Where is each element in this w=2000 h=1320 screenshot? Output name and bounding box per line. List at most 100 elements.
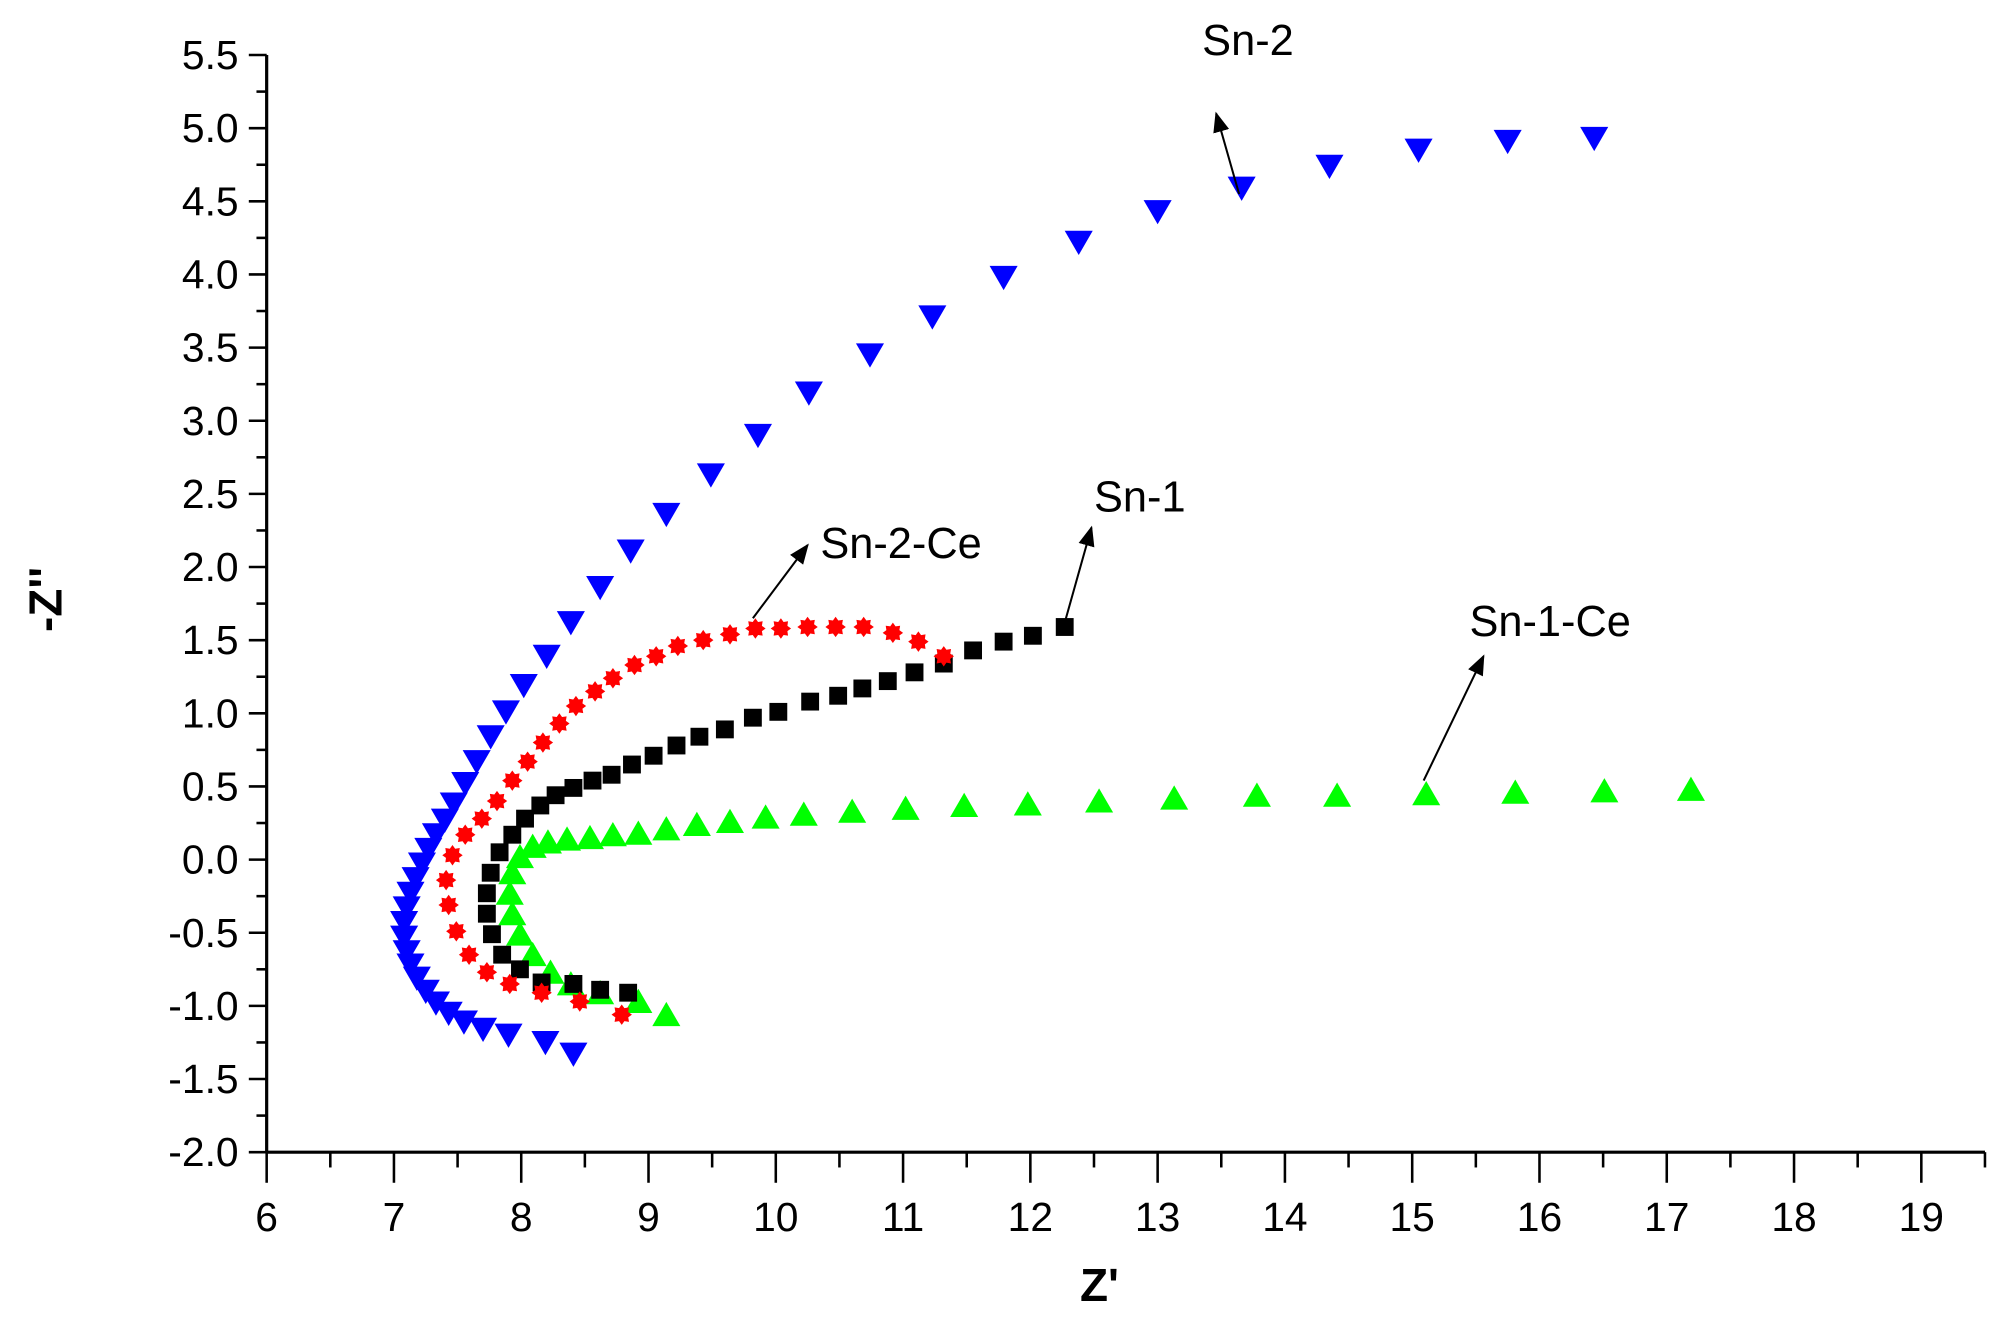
point-sn-2 (1493, 129, 1522, 155)
point-sn-2 (430, 808, 459, 833)
point-sn-2 (616, 539, 645, 564)
x-tick-label: 6 (255, 1194, 278, 1240)
point-sn-1 (964, 641, 983, 660)
point-sn-1 (591, 980, 610, 999)
point-sn-2 (989, 265, 1018, 291)
point-sn-1-ce (950, 792, 979, 817)
point-sn-1-ce (838, 798, 867, 823)
point-sn-2-ce (770, 618, 792, 639)
annotation-arrow (1213, 111, 1241, 195)
y-tick-label: -1.5 (168, 1056, 238, 1102)
point-sn-1-ce (495, 880, 524, 905)
point-sn-2-ce (471, 808, 493, 829)
point-sn-1 (546, 786, 565, 805)
point-sn-1 (801, 692, 820, 711)
x-tick-label: 15 (1390, 1194, 1435, 1240)
point-sn-1-ce (518, 833, 547, 858)
point-sn-1 (644, 746, 663, 765)
point-sn-2 (491, 700, 520, 725)
point-sn-2 (918, 305, 947, 330)
point-sn-1 (715, 720, 734, 739)
point-sn-1-ce (518, 941, 547, 967)
point-sn-1-ce (1501, 779, 1530, 804)
axes: 6 7 8 9 10 11 12 13 14 15 16 17 18 19 -2.0 -1.5 -1.0 -0.5… (168, 32, 1987, 1240)
point-sn-1-ce (624, 988, 653, 1013)
point-sn-2 (855, 343, 885, 368)
x-tick-label: 7 (383, 1194, 406, 1240)
point-sn-2 (451, 772, 480, 797)
point-sn-2 (462, 750, 491, 775)
point-sn-1 (516, 809, 534, 828)
point-sn-2 (696, 463, 725, 488)
point-sn-2-ce (476, 962, 498, 983)
point-sn-1-ce (533, 829, 562, 854)
point-sn-1-ce (652, 1001, 681, 1027)
point-sn-2 (1404, 138, 1433, 163)
annotations: Sn-2 Sn-1 Sn-2-Ce Sn-1-Ce (752, 17, 1631, 782)
point-sn-2 (531, 1030, 560, 1056)
point-sn-2-ce (933, 646, 954, 667)
point-sn-1 (743, 708, 762, 727)
point-sn-2-ce (908, 631, 929, 652)
point-sn-2-ce (693, 629, 714, 651)
x-tick-label: 16 (1517, 1194, 1562, 1240)
annotation-label: Sn-2-Ce (820, 520, 981, 568)
point-sn-2 (402, 966, 431, 991)
point-sn-2-ce (602, 668, 624, 689)
x-tick-label: 18 (1771, 1194, 1816, 1240)
point-sn-2 (509, 674, 538, 699)
point-sn-2 (1064, 230, 1093, 256)
y-tick-label: -1.0 (168, 983, 238, 1029)
point-sn-2 (414, 837, 443, 863)
point-sn-1 (769, 702, 788, 721)
point-sn-1-ce (498, 860, 527, 885)
point-sn-2-ce (825, 616, 846, 638)
data-marks (390, 126, 1705, 1067)
point-sn-2-ce (502, 770, 523, 791)
point-sn-1 (905, 663, 924, 682)
point-sn-2 (392, 896, 421, 921)
point-sn-1-ce (715, 808, 744, 834)
point-sn-2 (652, 502, 681, 528)
y-tick-label: 3.5 (182, 325, 239, 371)
x-tick-label: 8 (510, 1194, 533, 1240)
point-sn-1-ce (505, 921, 534, 946)
point-sn-2 (469, 1017, 498, 1043)
point-sn-1 (493, 945, 512, 964)
point-sn-2-ce (442, 845, 463, 866)
y-tick-label: 5.0 (182, 105, 239, 151)
point-sn-2 (392, 940, 421, 965)
x-tick-label: 9 (637, 1194, 660, 1240)
y-tick-label: -0.5 (168, 910, 238, 956)
point-sn-2-ce (797, 616, 818, 638)
point-sn-1 (853, 679, 872, 698)
point-sn-1-ce (624, 820, 653, 845)
point-sn-1-ce (598, 821, 627, 847)
point-sn-2 (396, 881, 425, 906)
x-tick-label: 12 (1008, 1194, 1053, 1240)
point-sn-2-ce (882, 622, 904, 644)
point-sn-2 (439, 792, 468, 817)
point-sn-1 (481, 863, 500, 882)
y-tick-label: 4.0 (182, 251, 239, 297)
y-tick-label: 5.5 (182, 32, 239, 78)
point-sn-2-ce (499, 973, 520, 995)
point-sn-2 (559, 1042, 588, 1067)
point-sn-2-ce (438, 894, 459, 916)
point-sn-2 (396, 953, 425, 978)
point-sn-1 (667, 736, 686, 755)
point-sn-1 (490, 843, 509, 862)
point-sn-1-ce (789, 801, 818, 826)
point-sn-2 (449, 1010, 478, 1035)
point-sn-1 (564, 975, 583, 993)
annotation-arrow (1422, 654, 1485, 782)
x-axis-label: Z' (1080, 1259, 1119, 1311)
annotation-label: Sn-1-Ce (1469, 598, 1630, 646)
y-tick-label: 2.5 (182, 471, 239, 517)
point-sn-1 (623, 755, 641, 774)
point-sn-1-ce (891, 795, 920, 820)
point-sn-2-ce (531, 982, 552, 1003)
x-tick-label: 19 (1899, 1194, 1944, 1240)
point-sn-1 (619, 983, 638, 1002)
